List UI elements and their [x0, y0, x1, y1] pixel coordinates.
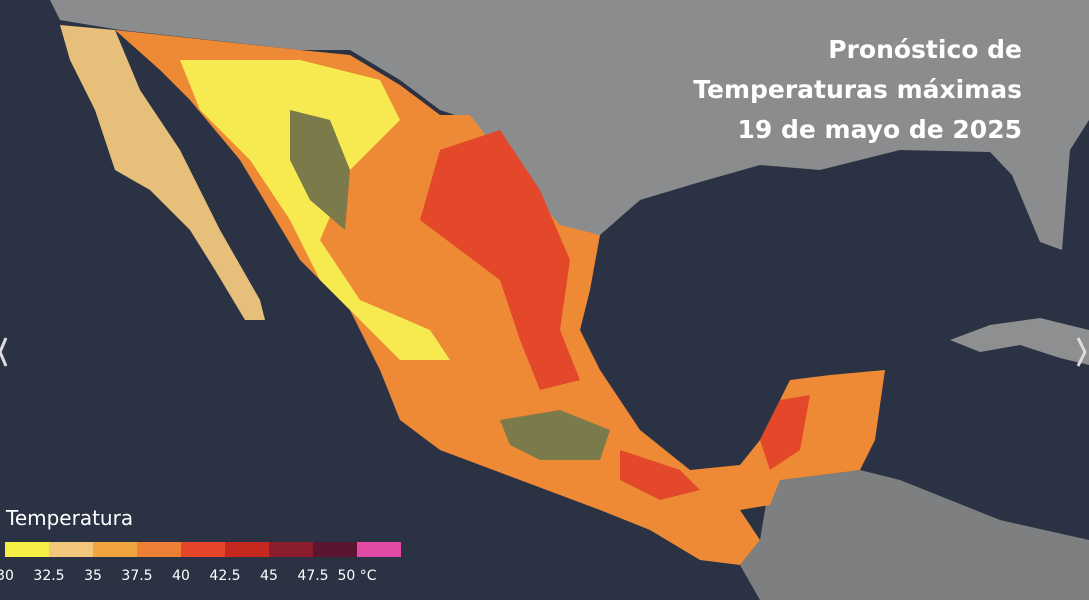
legend-label: 42.5	[209, 568, 241, 584]
next-arrow[interactable]	[1076, 337, 1087, 367]
legend-label: 45	[260, 568, 278, 584]
legend-swatches	[5, 542, 401, 557]
legend-swatch	[181, 542, 225, 557]
legend-swatch	[225, 542, 269, 557]
legend-labels: 30 32.5 35 37.5 40 42.5 45 47.5 50 °C	[0, 568, 420, 590]
title: Pronóstico de Temperaturas máximas 19 de…	[693, 30, 1022, 150]
legend-label: 47.5	[297, 568, 329, 584]
legend-swatch	[137, 542, 181, 557]
title-line: 19 de mayo de 2025	[737, 115, 1022, 144]
legend-title: Temperatura	[6, 506, 134, 530]
legend-swatch	[357, 542, 401, 557]
legend-label: 50 °C	[337, 568, 377, 584]
legend-label: 40	[172, 568, 190, 584]
legend-label: 37.5	[121, 568, 153, 584]
hot-region	[620, 395, 810, 500]
legend-label: 32.5	[33, 568, 65, 584]
usa-land	[50, 0, 1089, 250]
legend-swatch	[49, 542, 93, 557]
legend-swatch	[313, 542, 357, 557]
legend-swatch	[93, 542, 137, 557]
legend-swatch	[269, 542, 313, 557]
cool-region	[180, 60, 450, 360]
prev-arrow[interactable]	[0, 337, 8, 367]
baja-california	[60, 25, 265, 320]
title-line: Pronóstico de	[828, 35, 1022, 64]
highland	[290, 110, 610, 460]
legend-swatch	[5, 542, 49, 557]
legend-label: 30	[0, 568, 14, 584]
hot-region	[420, 130, 580, 390]
legend-label: 35	[84, 568, 102, 584]
central-america	[740, 470, 1089, 600]
cuba	[950, 318, 1089, 365]
title-line: Temperaturas máximas	[693, 75, 1022, 104]
